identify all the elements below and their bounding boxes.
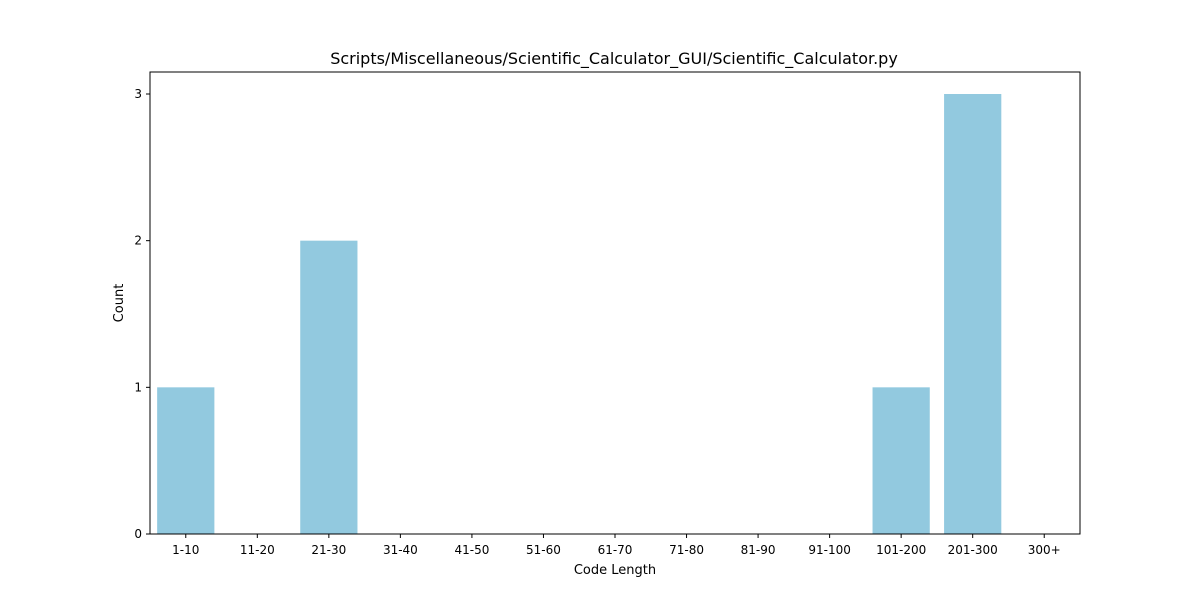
- y-tick-label: 3: [134, 87, 142, 101]
- x-tick-label: 71-80: [669, 543, 704, 557]
- y-tick-label: 2: [134, 234, 142, 248]
- x-tick-label: 201-300: [948, 543, 998, 557]
- bar-21-30: [300, 240, 358, 535]
- x-tick-label: 51-60: [526, 543, 561, 557]
- bar-201-300: [944, 94, 1002, 534]
- x-tick-label: 31-40: [383, 543, 418, 557]
- chart-title: Scripts/Miscellaneous/Scientific_Calcula…: [330, 49, 898, 69]
- x-tick-label: 1-10: [172, 543, 199, 557]
- y-tick-label: 1: [134, 380, 142, 394]
- x-tick-label: 101-200: [876, 543, 926, 557]
- bar-1-10: [157, 387, 215, 534]
- x-tick-label: 11-20: [240, 543, 275, 557]
- y-axis-ticks: 0 1 2 3: [134, 87, 150, 541]
- y-axis-label: Count: [112, 284, 127, 323]
- x-tick-label: 61-70: [598, 543, 633, 557]
- x-tick-label: 91-100: [808, 543, 851, 557]
- x-tick-label: 41-50: [454, 543, 489, 557]
- bars-layer: [157, 94, 1002, 535]
- x-tick-label: 81-90: [741, 543, 776, 557]
- x-tick-label: 21-30: [311, 543, 346, 557]
- plot-frame: [149, 71, 1081, 535]
- bar-101-200: [872, 387, 930, 534]
- y-tick-label: 0: [134, 527, 142, 541]
- x-axis-ticks: 1-10 11-20 21-30 31-40 41-50 51-60 61-70 71-80 8…: [172, 534, 1061, 557]
- x-tick-label: 300+: [1028, 543, 1061, 557]
- x-axis-label: Code Length: [574, 563, 656, 578]
